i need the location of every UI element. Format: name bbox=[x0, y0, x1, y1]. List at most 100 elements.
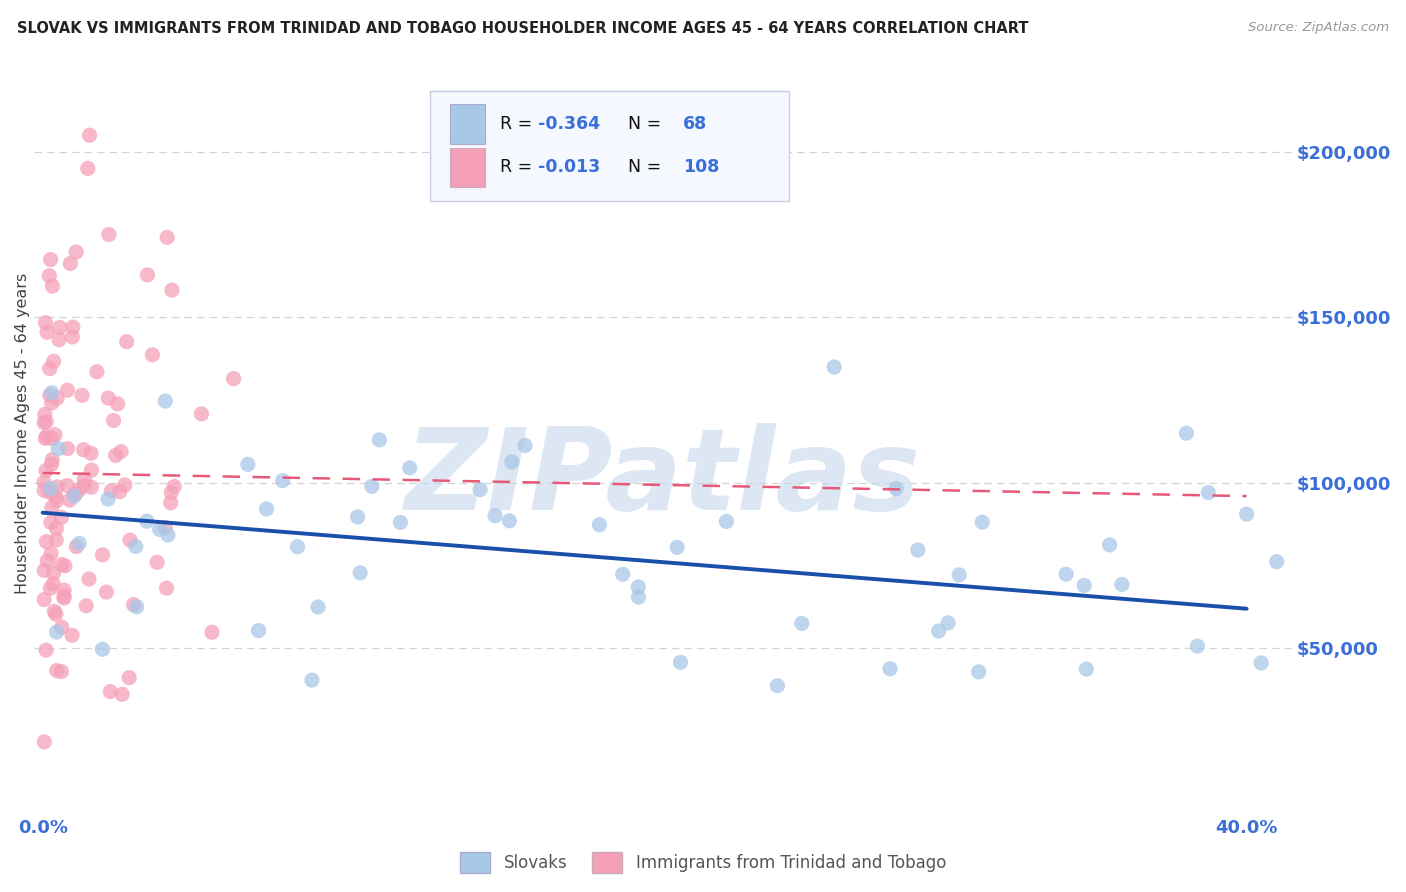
Point bbox=[56, 442, 79, 456]
Point bbox=[70, 388, 93, 402]
Point bbox=[35, 325, 58, 339]
Point bbox=[247, 624, 270, 638]
Point bbox=[53, 589, 76, 603]
Point bbox=[612, 567, 634, 582]
Point bbox=[91, 642, 114, 657]
Point bbox=[110, 444, 132, 458]
Point bbox=[1111, 577, 1133, 591]
Point bbox=[32, 416, 55, 430]
Point bbox=[44, 427, 66, 442]
Point bbox=[65, 540, 87, 554]
Bar bbox=[450, 148, 485, 187]
Point bbox=[190, 407, 212, 421]
Point bbox=[928, 624, 950, 638]
Point bbox=[91, 548, 114, 562]
Point bbox=[627, 590, 650, 604]
Point bbox=[97, 227, 120, 242]
Point bbox=[823, 359, 845, 374]
Point bbox=[45, 490, 67, 504]
Point bbox=[62, 330, 84, 344]
Point bbox=[159, 496, 181, 510]
Point bbox=[307, 600, 329, 615]
Point bbox=[972, 515, 994, 529]
Text: R =: R = bbox=[501, 115, 538, 133]
Point bbox=[468, 483, 491, 497]
Point bbox=[48, 333, 70, 347]
Point bbox=[301, 673, 323, 687]
Point bbox=[38, 388, 60, 402]
Point bbox=[108, 484, 131, 499]
Point bbox=[60, 628, 83, 642]
Point bbox=[39, 516, 62, 530]
Point bbox=[666, 541, 689, 555]
Text: 108: 108 bbox=[683, 159, 720, 177]
Text: -0.364: -0.364 bbox=[538, 115, 600, 133]
Point bbox=[501, 455, 523, 469]
Point bbox=[35, 429, 58, 443]
Point bbox=[34, 316, 56, 330]
Point bbox=[35, 643, 58, 657]
Point bbox=[35, 463, 58, 477]
Point bbox=[627, 580, 650, 594]
Point bbox=[65, 487, 87, 501]
Point bbox=[155, 394, 177, 409]
Point bbox=[56, 478, 79, 492]
Point bbox=[59, 493, 82, 508]
Point bbox=[1236, 507, 1258, 521]
Point bbox=[346, 509, 368, 524]
Point bbox=[948, 567, 970, 582]
Point bbox=[287, 540, 309, 554]
Text: -0.013: -0.013 bbox=[538, 159, 600, 177]
Point bbox=[72, 442, 94, 457]
Point bbox=[75, 599, 97, 613]
Point bbox=[588, 517, 610, 532]
Point bbox=[51, 558, 73, 572]
Point bbox=[1187, 639, 1209, 653]
Point bbox=[45, 521, 67, 535]
Point bbox=[1073, 578, 1095, 592]
Point bbox=[73, 478, 96, 492]
Point bbox=[1098, 538, 1121, 552]
Point bbox=[37, 554, 59, 568]
Point bbox=[41, 385, 63, 400]
Point bbox=[38, 361, 60, 376]
Point bbox=[107, 397, 129, 411]
Point bbox=[53, 583, 76, 598]
Point bbox=[155, 520, 177, 534]
Point bbox=[34, 431, 56, 445]
Y-axis label: Householder Income Ages 45 - 64 years: Householder Income Ages 45 - 64 years bbox=[15, 273, 30, 594]
Bar bbox=[450, 104, 485, 144]
Point bbox=[46, 391, 69, 405]
Point bbox=[39, 547, 62, 561]
Point bbox=[53, 558, 76, 573]
Point bbox=[63, 488, 86, 502]
Point bbox=[51, 665, 73, 679]
Point bbox=[118, 671, 141, 685]
Point bbox=[45, 493, 67, 508]
Point bbox=[53, 591, 76, 606]
Point bbox=[256, 502, 278, 516]
Point bbox=[35, 415, 58, 429]
Text: Source: ZipAtlas.com: Source: ZipAtlas.com bbox=[1249, 21, 1389, 35]
Point bbox=[271, 474, 294, 488]
Point bbox=[115, 334, 138, 349]
Point bbox=[62, 320, 84, 334]
Point bbox=[76, 161, 98, 176]
FancyBboxPatch shape bbox=[430, 91, 789, 201]
Point bbox=[39, 582, 62, 596]
Point bbox=[39, 482, 62, 496]
Point bbox=[45, 664, 67, 678]
Point bbox=[98, 684, 121, 698]
Text: R =: R = bbox=[501, 159, 538, 177]
Point bbox=[118, 533, 141, 547]
Point bbox=[1054, 567, 1077, 582]
Point bbox=[141, 348, 163, 362]
Point bbox=[42, 566, 65, 580]
Point bbox=[936, 615, 959, 630]
Text: N =: N = bbox=[617, 159, 666, 177]
Point bbox=[155, 581, 177, 595]
Point bbox=[1265, 555, 1288, 569]
Point bbox=[80, 480, 103, 494]
Point bbox=[80, 446, 103, 460]
Point bbox=[32, 563, 55, 577]
